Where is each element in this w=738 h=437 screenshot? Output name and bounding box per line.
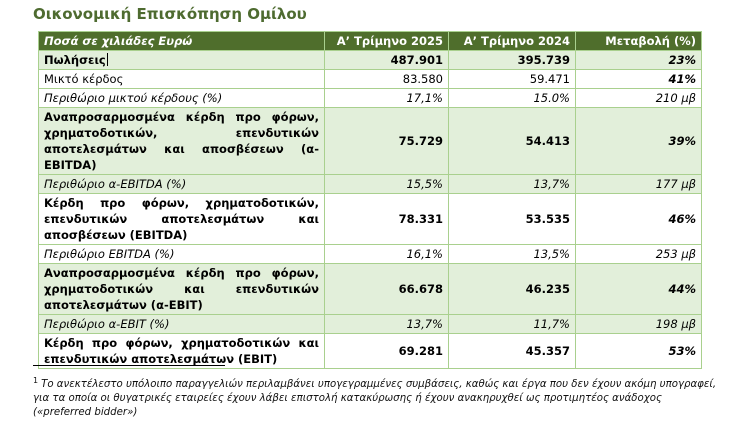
footnote-marker: 1 [33, 376, 39, 385]
cell-q1-2024: 11,7% [448, 314, 576, 334]
cell-q1-2024: 13,5% [448, 244, 576, 264]
cell-q1-2024: 53.535 [448, 193, 576, 245]
cell-change: 177 μβ [575, 174, 702, 194]
row-label: Περιθώριο μικτού κέρδους (%) [38, 88, 325, 108]
table-row-adjusted-ebitda-margin: Περιθώριο α-EBITDA (%) 15,5% 13,7% 177 μ… [38, 174, 702, 194]
table-row-gross-margin: Περιθώριο μικτού κέρδους (%) 17,1% 15.0%… [38, 88, 702, 108]
table-row-gross-profit: Μικτό κέρδος 83.580 59.471 41% [38, 69, 702, 89]
row-label: Αναπροσαρμοσμένα κέρδη προ φόρων, χρηματ… [38, 263, 325, 315]
page-title: Οικονομική Επισκόπηση Ομίλου [33, 5, 307, 23]
cell-q1-2025: 15,5% [324, 174, 449, 194]
row-label: Κέρδη προ φόρων, χρηματοδοτικών και επεν… [38, 333, 325, 369]
cell-q1-2024: 59.471 [448, 69, 576, 89]
cell-q1-2025: 16,1% [324, 244, 449, 264]
header-q1-2024: Α’ Τρίμηνο 2024 [448, 31, 576, 51]
cell-q1-2025: 78.331 [324, 193, 449, 245]
cell-q1-2024: 46.235 [448, 263, 576, 315]
cell-q1-2025: 83.580 [324, 69, 449, 89]
row-label: Περιθώριο α-EBIT (%) [38, 314, 325, 334]
footnote-separator [33, 365, 225, 366]
cell-q1-2025: 75.729 [324, 107, 449, 175]
row-label: Περιθώριο α-EBITDA (%) [38, 174, 325, 194]
cell-change: 41% [575, 69, 702, 89]
cell-q1-2025: 66.678 [324, 263, 449, 315]
table-header-row: Ποσά σε χιλιάδες Ευρώ Α’ Τρίμηνο 2025 Α’… [38, 31, 702, 51]
cell-q1-2025: 13,7% [324, 314, 449, 334]
cell-q1-2024: 13,7% [448, 174, 576, 194]
cell-q1-2025: 487.901 [324, 50, 449, 70]
table-row-sales: Πωλήσεις 487.901 395.739 23% [38, 50, 702, 70]
footnote-text: Το ανεκτέλεστο υπόλοιπο παραγγελιών περι… [33, 379, 717, 418]
cell-change: 253 μβ [575, 244, 702, 264]
cell-q1-2025: 69.281 [324, 333, 449, 369]
row-label: Κέρδη προ φόρων, χρηματοδοτικών, επενδυτ… [38, 193, 325, 245]
row-label: Αναπροσαρμοσμένα κέρδη προ φόρων, χρηματ… [38, 107, 325, 175]
table-row-ebitda-margin: Περιθώριο EBITDA (%) 16,1% 13,5% 253 μβ [38, 244, 702, 264]
header-change: Μεταβολή (%) [575, 31, 702, 51]
row-label[interactable]: Πωλήσεις [38, 50, 325, 70]
financial-overview-table: Ποσά σε χιλιάδες Ευρώ Α’ Τρίμηνο 2025 Α’… [38, 31, 702, 369]
cell-change: 53% [575, 333, 702, 369]
header-q1-2025: Α’ Τρίμηνο 2025 [324, 31, 449, 51]
table-row-ebit: Κέρδη προ φόρων, χρηματοδοτικών και επεν… [38, 333, 702, 369]
cell-q1-2024: 45.357 [448, 333, 576, 369]
header-amounts: Ποσά σε χιλιάδες Ευρώ [38, 31, 325, 51]
cell-change: 210 μβ [575, 88, 702, 108]
table-row-adjusted-ebit-margin: Περιθώριο α-EBIT (%) 13,7% 11,7% 198 μβ [38, 314, 702, 334]
footnote: 1 Το ανεκτέλεστο υπόλοιπο παραγγελιών περ… [33, 374, 723, 420]
row-label: Περιθώριο EBITDA (%) [38, 244, 325, 264]
table-row-ebitda: Κέρδη προ φόρων, χρηματοδοτικών, επενδυτ… [38, 193, 702, 245]
row-label: Μικτό κέρδος [38, 69, 325, 89]
cell-q1-2024: 395.739 [448, 50, 576, 70]
cell-change: 198 μβ [575, 314, 702, 334]
table-row-adjusted-ebitda: Αναπροσαρμοσμένα κέρδη προ φόρων, χρηματ… [38, 107, 702, 175]
table-row-adjusted-ebit: Αναπροσαρμοσμένα κέρδη προ φόρων, χρηματ… [38, 263, 702, 315]
cell-change: 46% [575, 193, 702, 245]
cell-q1-2024: 54.413 [448, 107, 576, 175]
cell-change: 39% [575, 107, 702, 175]
cell-q1-2024: 15.0% [448, 88, 576, 108]
text-cursor [106, 53, 108, 66]
cell-q1-2025: 17,1% [324, 88, 449, 108]
cell-change: 23% [575, 50, 702, 70]
cell-change: 44% [575, 263, 702, 315]
